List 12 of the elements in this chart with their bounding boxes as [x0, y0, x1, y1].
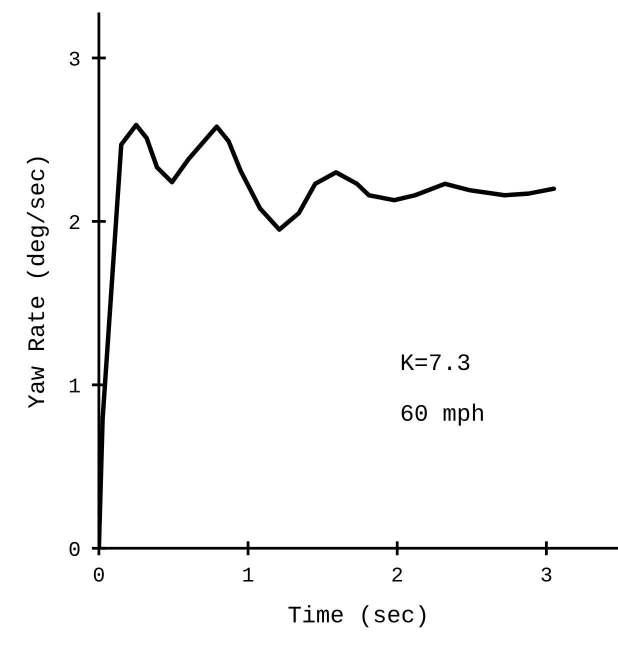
- x-tick-label: 2: [392, 568, 402, 582]
- x-tick-label: 0: [94, 568, 104, 582]
- annotation: K=7.3: [402, 354, 470, 370]
- x-tick-label: 1: [243, 568, 254, 582]
- y-axis-title: Yaw Rate (deg/sec): [26, 158, 49, 408]
- y-tick-label: 0: [70, 542, 80, 556]
- annotation: 60 mph: [402, 404, 483, 426]
- y-tick-label: 2: [70, 215, 80, 229]
- x-tick-label: 3: [541, 568, 552, 582]
- x-axis-title: Time (sec): [288, 605, 426, 628]
- y-tick-label: 3: [70, 52, 80, 66]
- y-tick-label: 1: [70, 378, 80, 392]
